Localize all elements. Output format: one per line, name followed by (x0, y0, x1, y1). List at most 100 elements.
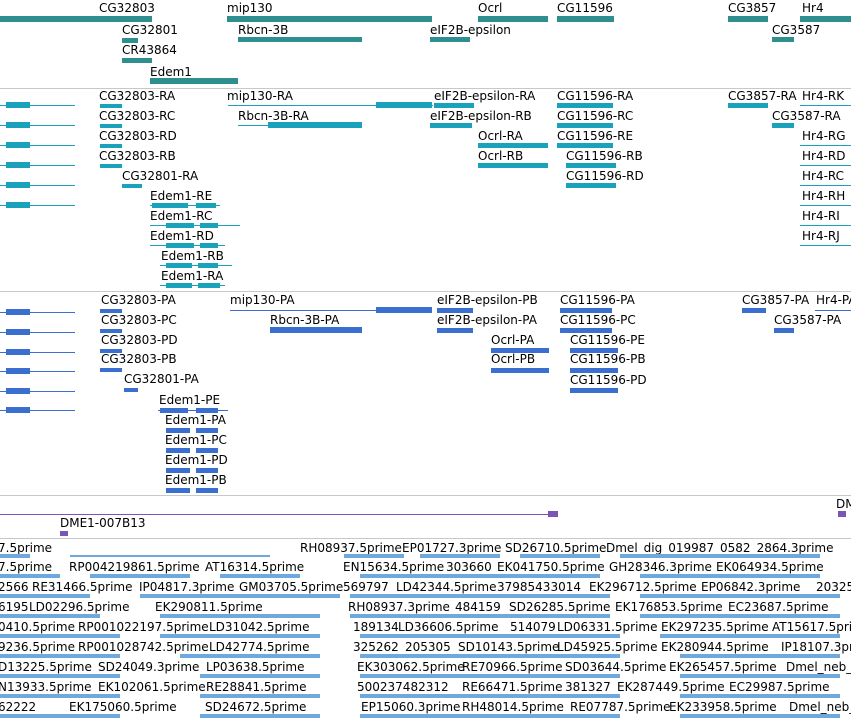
transcript-exon[interactable] (728, 103, 768, 108)
est-label[interactable]: Dmel_dig_019987_0582_2864.3prime (606, 541, 834, 555)
gene-label[interactable]: CG11596 (557, 1, 613, 15)
transcript-exon[interactable] (6, 202, 30, 208)
est-bar[interactable] (0, 694, 120, 698)
est-label[interactable]: LD42774.5prime (209, 640, 310, 654)
protein-label[interactable]: CG32803-PA (101, 293, 176, 307)
est-bar[interactable] (660, 634, 840, 638)
est-label[interactable]: RE07787.5prime (570, 700, 671, 714)
transcript-exon[interactable] (430, 123, 472, 128)
gene-label[interactable]: CG3857 (728, 1, 777, 15)
est-bar[interactable] (640, 594, 840, 598)
transcript-exon[interactable] (566, 183, 616, 188)
transcript-exon[interactable] (100, 144, 122, 148)
protein-label[interactable]: CG32801-PA (124, 372, 199, 386)
est-label[interactable]: 2566 (0, 580, 29, 594)
est-label[interactable]: 569797 (343, 580, 389, 594)
transcript-label[interactable]: Rbcn-3B-RA (238, 109, 309, 123)
transcript-exon[interactable] (152, 203, 188, 208)
est-label[interactable]: RH08937.3prime (348, 600, 450, 614)
protein-label[interactable]: Edem1-PA (165, 413, 226, 427)
est-label[interactable]: EK041750.5prime (497, 560, 605, 574)
est-bar[interactable] (680, 654, 840, 658)
est-label[interactable]: EK176853.5prime (615, 600, 723, 614)
protein-label[interactable]: CG3857-PA (742, 293, 810, 307)
est-label[interactable]: SD03644.5prime (565, 660, 667, 674)
est-bar[interactable] (360, 574, 600, 578)
est-label[interactable]: 325262 (353, 640, 399, 654)
transcript-exon[interactable] (6, 142, 30, 148)
protein-label[interactable]: eIF2B-epsilon-PA (437, 313, 537, 327)
transcript-exon[interactable] (557, 123, 613, 128)
gene-bar[interactable] (478, 16, 548, 22)
est-label[interactable]: EK280944.5prime (661, 640, 769, 654)
protein-label[interactable]: CG32803-PB (101, 352, 177, 366)
protein-block[interactable] (6, 407, 30, 413)
est-bar[interactable] (680, 674, 840, 678)
protein-label[interactable]: Rbcn-3B-PA (270, 313, 340, 327)
transcript-label[interactable]: CG11596-RC (557, 109, 634, 123)
est-label[interactable]: EK265457.5prime (669, 660, 777, 674)
transcript-label[interactable]: Ocrl-RB (478, 149, 524, 163)
protein-label[interactable]: CG32803-PD (101, 333, 178, 347)
est-bar[interactable] (680, 694, 840, 698)
gene-bar[interactable] (728, 16, 768, 22)
transcript-exon[interactable] (557, 103, 613, 108)
clone-end[interactable] (548, 511, 558, 517)
gene-label[interactable]: CG32803 (99, 1, 155, 15)
transcript-label[interactable]: eIF2B-epsilon-RB (430, 109, 532, 123)
transcript-exon[interactable] (6, 122, 30, 128)
est-bar[interactable] (360, 634, 620, 638)
transcript-exon[interactable] (200, 223, 218, 228)
est-label[interactable]: EK102061.5prime (98, 680, 206, 694)
transcript-exon[interactable] (478, 163, 548, 168)
est-label[interactable]: N13933.5prime (0, 680, 92, 694)
protein-block[interactable] (570, 388, 618, 393)
est-label[interactable]: EK175060.5prime (69, 700, 177, 714)
gene-bar[interactable] (0, 16, 152, 22)
est-label[interactable]: 205305 (405, 640, 451, 654)
clone-end[interactable] (838, 511, 846, 517)
protein-block[interactable] (166, 468, 190, 473)
protein-block[interactable] (100, 368, 122, 372)
est-bar[interactable] (0, 634, 120, 638)
est-label[interactable]: 484159 (455, 600, 501, 614)
protein-label[interactable]: Hr4-PA (816, 293, 851, 307)
est-label[interactable]: LD36606.5prime (398, 620, 499, 634)
protein-label[interactable]: Ocrl-PA (491, 333, 535, 347)
gene-bar[interactable] (150, 78, 238, 84)
est-label[interactable]: D13225.5prime (0, 660, 92, 674)
est-label[interactable]: EP15060.3prime (361, 700, 461, 714)
protein-block[interactable] (196, 408, 218, 413)
est-label[interactable]: RP004219861.5prime (69, 560, 200, 574)
est-bar[interactable] (0, 614, 100, 618)
est-bar[interactable] (420, 554, 500, 558)
est-label[interactable]: 7.5prime (0, 541, 53, 555)
transcript-exon[interactable] (196, 203, 216, 208)
est-label[interactable]: 7.5prime (0, 560, 53, 574)
est-label[interactable]: 37985433014 (497, 580, 581, 594)
est-label[interactable]: Dmel_neb_0 (786, 660, 851, 674)
est-label[interactable]: EK297235.5prime (661, 620, 769, 634)
clone-end[interactable] (60, 531, 68, 536)
transcript-exon[interactable] (557, 143, 613, 148)
est-label[interactable]: AT16314.5prime (205, 560, 305, 574)
protein-label[interactable]: CG32803-PC (101, 313, 177, 327)
transcript-exon[interactable] (198, 263, 218, 268)
protein-block[interactable] (560, 308, 612, 313)
gene-bar[interactable] (122, 38, 138, 43)
transcript-exon[interactable] (772, 123, 794, 128)
est-label[interactable]: 500237482312 (357, 680, 449, 694)
transcript-label[interactable]: CG11596-RE (557, 129, 634, 143)
gene-bar[interactable] (238, 37, 362, 42)
est-bar[interactable] (200, 694, 320, 698)
est-label[interactable]: GH28346.3prime (609, 560, 712, 574)
transcript-label[interactable]: Edem1-RA (161, 269, 224, 283)
gene-label[interactable]: mip130 (227, 1, 273, 15)
est-label[interactable]: EP06842.3prime (701, 580, 801, 594)
protein-block[interactable] (437, 328, 473, 333)
gene-label[interactable]: CR43864 (122, 43, 177, 57)
est-label[interactable]: 189134 (353, 620, 399, 634)
transcript-label[interactable]: Hr4-RC (802, 169, 845, 183)
transcript-exon[interactable] (6, 162, 30, 168)
est-label[interactable]: EK287449.5prime (617, 680, 725, 694)
